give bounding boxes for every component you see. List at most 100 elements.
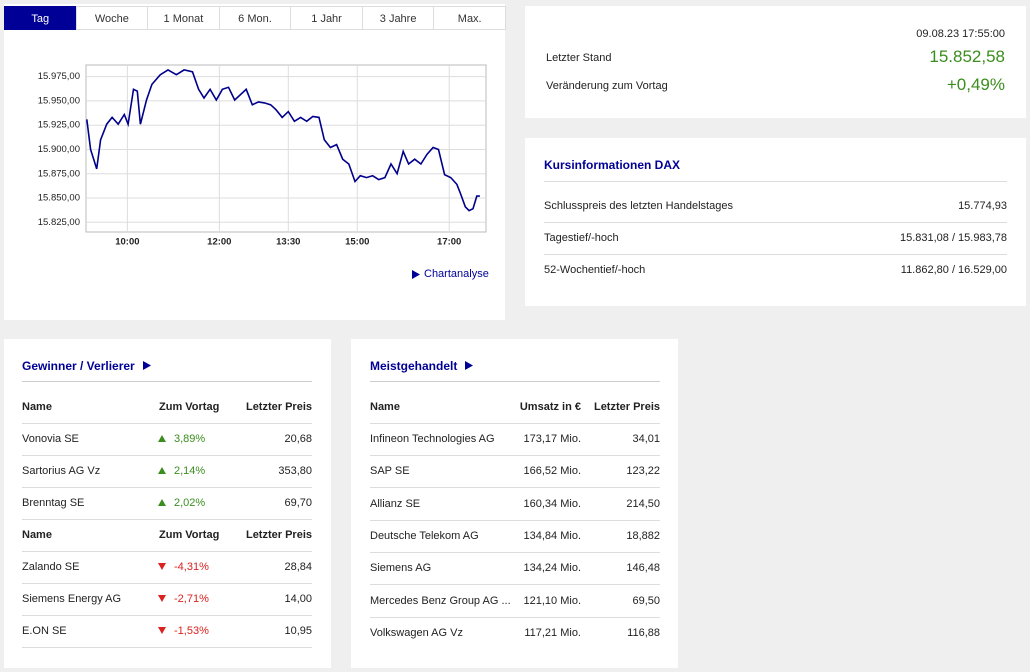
y-tick-label: 15.925,00 <box>38 120 80 131</box>
info-value: 11.862,80 / 16.529,00 <box>900 264 1007 276</box>
info-panel: Kursinformationen DAX Schlusspreis des l… <box>525 138 1026 306</box>
x-tick-label: 12:00 <box>207 237 231 248</box>
divider <box>22 583 312 584</box>
turnover: 117,21 Mio. <box>524 626 581 639</box>
price-line <box>86 68 480 212</box>
divider <box>22 519 312 520</box>
divider <box>544 181 1007 182</box>
info-label: 52-Wochentief/-hoch <box>544 264 646 276</box>
divider <box>22 423 312 424</box>
tab[interactable]: 1 Monat <box>147 6 220 30</box>
change: 2,02% <box>174 497 206 509</box>
title-arrow <box>143 361 151 370</box>
price: 28,84 <box>284 561 312 573</box>
y-tick-label: 15.900,00 <box>38 144 80 155</box>
timestamp: 09.08.23 17:55:00 <box>916 28 1005 40</box>
most-traded-panel: Meistgehandelt Name Umsatz in € Letzter Pr… <box>351 339 678 668</box>
chart-link[interactable]: Chartanalyse <box>424 268 489 280</box>
movers-panel: Gewinner / Verlierer Name Zum Vortag Letzt… <box>4 339 331 668</box>
down-arrow <box>158 595 166 602</box>
tab[interactable]: Max. <box>433 6 506 30</box>
up-arrow <box>158 435 166 442</box>
stock-name: Brenntag SE <box>22 497 85 509</box>
change: -2,71% <box>174 593 209 605</box>
divider <box>370 455 660 456</box>
divider <box>370 487 660 489</box>
y-tick-label: 15.875,00 <box>38 168 80 179</box>
divider <box>22 455 312 456</box>
chart: 15.825,00 15.850,00 15.875,00 15.900,00 15.9… <box>38 64 487 248</box>
arrow-shape <box>158 467 166 474</box>
turnover: 134,24 Mio. <box>523 562 581 575</box>
arrow-shape <box>158 499 166 506</box>
most-traded-title: Meistgehandelt <box>370 359 458 373</box>
divider <box>22 615 312 616</box>
up-arrow <box>158 499 166 506</box>
movers-title: Gewinner / Verlierer <box>22 359 135 373</box>
price: 20,68 <box>284 433 312 445</box>
tab[interactable]: 6 Mon. <box>218 6 292 30</box>
stock-name: Zalando SE <box>22 561 80 573</box>
stock-name: E.ON SE <box>22 625 67 637</box>
arrow-shape <box>158 595 166 602</box>
stock-name: Siemens AG <box>370 562 432 575</box>
quote-panel: 09.08.23 17:55:00 Letzter Stand 15.852,5… <box>525 6 1026 118</box>
col-header: Zum Vortag <box>159 401 220 413</box>
tab[interactable]: 3 Jahre <box>361 6 435 30</box>
chart-panel: 15.825,00 15.850,00 15.875,00 15.900,00 15.9… <box>4 4 506 320</box>
tab[interactable]: 1 Jahr <box>290 6 363 30</box>
price: 14,00 <box>284 593 312 605</box>
col-header: Umsatz in € <box>519 401 581 413</box>
down-arrow <box>158 627 166 634</box>
last-label: Letzter Stand <box>546 52 612 64</box>
stock-name: Siemens Energy AG <box>22 593 122 605</box>
price: 10,95 <box>284 625 312 637</box>
change: 3,89% <box>174 433 206 445</box>
col-header: Letzter Preis <box>593 401 660 413</box>
price: 34,01 <box>632 433 660 445</box>
tab[interactable]: Tag <box>4 6 77 30</box>
price: 69,50 <box>632 594 660 607</box>
y-tick-label: 15.975,00 <box>38 71 80 82</box>
y-tick-label: 15.950,00 <box>38 95 80 106</box>
stock-name: Mercedes Benz Group AG ... <box>370 594 511 607</box>
price: 353,80 <box>278 465 312 477</box>
price: 18,882 <box>626 529 660 542</box>
turnover: 160,34 Mio. <box>523 497 581 510</box>
arrow-shape <box>158 435 166 442</box>
divider <box>22 381 312 382</box>
turnover: 121,10 Mio. <box>523 594 581 607</box>
up-arrow <box>158 467 166 474</box>
tab[interactable]: Woche <box>75 6 149 30</box>
divider <box>22 551 312 552</box>
stock-name: Infineon Technologies AG <box>370 433 495 445</box>
info-title: Kursinformationen DAX <box>544 158 681 172</box>
col-header: Name <box>22 401 52 413</box>
stock-name: Volkswagen AG Vz <box>370 626 463 639</box>
title-arrow <box>465 361 473 370</box>
info-value: 15.774,93 <box>958 200 1007 212</box>
plot-frame <box>85 64 487 233</box>
divider <box>370 381 660 382</box>
arrow-shape <box>158 563 166 570</box>
x-tick-label: 15:00 <box>345 237 369 248</box>
price: 123,22 <box>626 465 660 478</box>
change: -4,31% <box>174 561 209 573</box>
divider <box>370 616 660 618</box>
turnover: 173,17 Mio. <box>523 433 581 445</box>
stock-name: Vonovia SE <box>22 433 79 445</box>
divider <box>370 551 660 553</box>
change: 2,14% <box>174 465 206 477</box>
divider <box>370 584 660 586</box>
info-label: Tagestief/-hoch <box>544 232 619 244</box>
change: -1,53% <box>174 625 209 637</box>
link-arrow <box>412 270 420 279</box>
info-label: Schlusspreis des letzten Handelstages <box>544 200 733 212</box>
stock-name: Deutsche Telekom AG <box>370 529 479 542</box>
col-header: Zum Vortag <box>159 529 220 541</box>
price: 69,70 <box>284 497 312 509</box>
y-tick-label: 15.850,00 <box>38 193 80 204</box>
col-header: Letzter Preis <box>245 401 312 413</box>
divider <box>22 487 312 488</box>
change-value: +0,49% <box>946 75 1005 94</box>
